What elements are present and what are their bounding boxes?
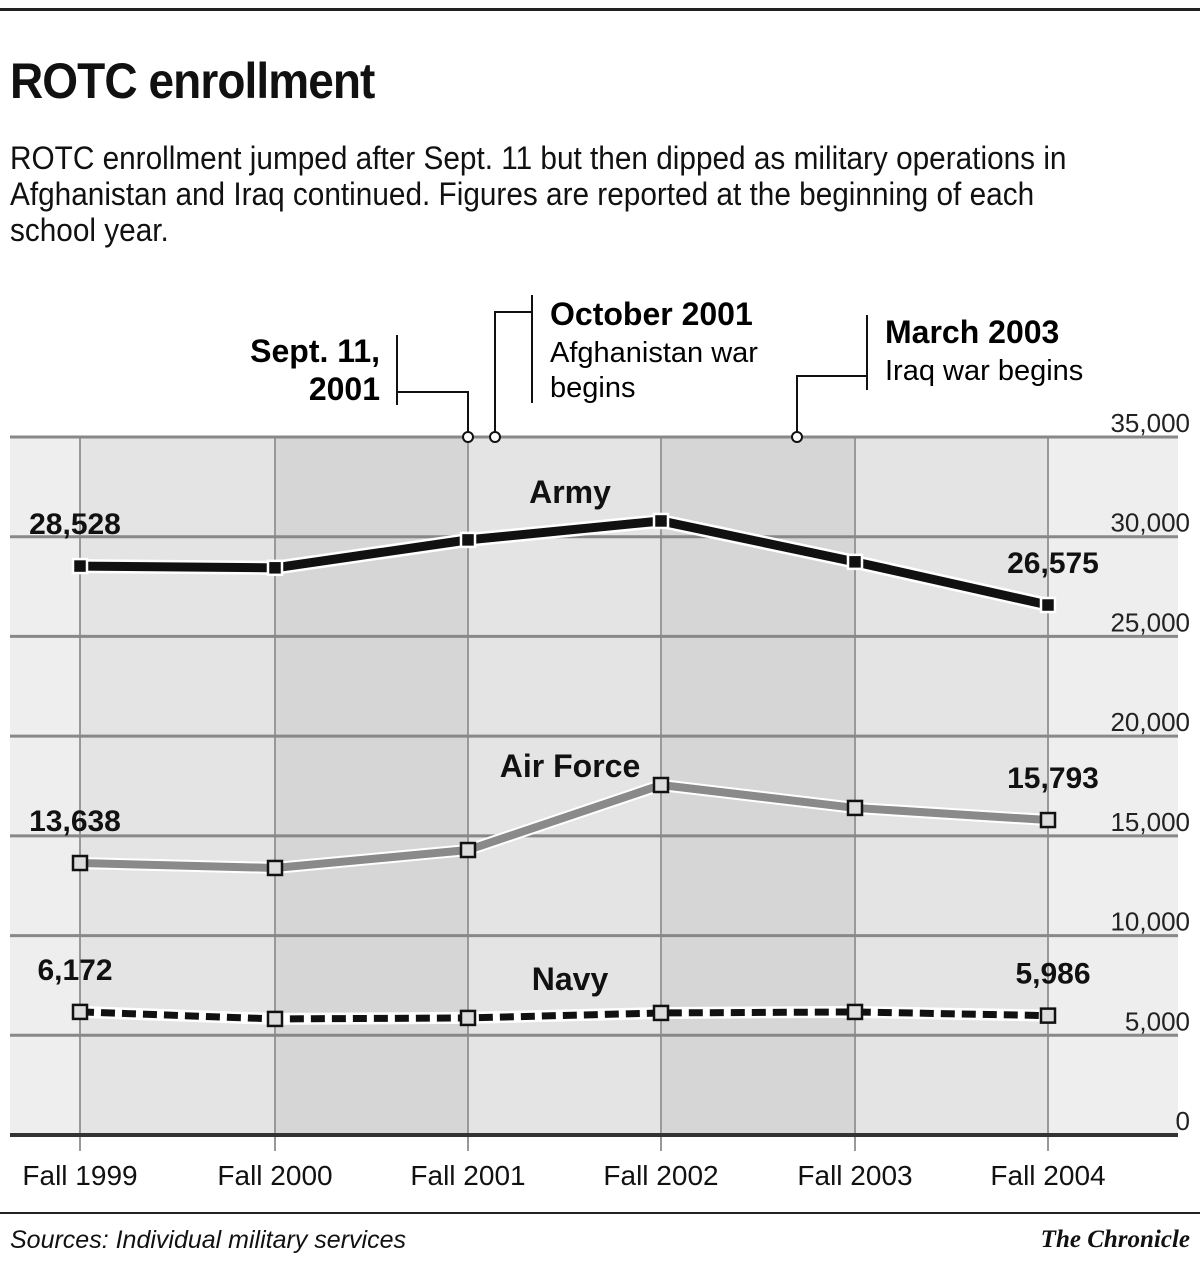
x-tick-label: Fall 2003 [797,1160,912,1191]
annotation-title: Sept. 11, [250,333,380,369]
data-point [652,1004,670,1022]
top-rule [0,8,1200,11]
data-label: 26,575 [1007,547,1099,580]
data-point [652,776,670,794]
x-tick-label: Fall 2002 [603,1160,718,1191]
data-point [1039,596,1057,614]
annotation-title: March 2003 [885,314,1059,350]
data-label: 6,172 [37,954,112,987]
annotation-body: begins [550,372,635,404]
data-point [71,1003,89,1021]
data-point [266,1010,284,1028]
annotation-leader [796,375,867,437]
data-label: 13,638 [29,805,121,838]
data-point [1039,811,1057,829]
background-band [80,437,275,1135]
data-label: 15,793 [1007,762,1099,795]
series-line-army [79,516,1049,610]
data-point [71,854,89,872]
data-label: 5,986 [1015,958,1090,991]
data-point [846,553,864,571]
x-tick-label: Fall 1999 [22,1160,137,1191]
data-point [459,1009,477,1027]
data-point [1039,1007,1057,1024]
data-point [846,799,864,817]
annotation-title: 2001 [309,371,380,407]
data-label: 28,528 [29,508,121,541]
y-tick-label: 30,000 [1110,508,1190,538]
y-tick-label: 25,000 [1110,607,1190,637]
y-tick-label: 35,000 [1110,408,1190,438]
chart-subtitle: ROTC enrollment jumped after Sept. 11 bu… [10,140,1067,248]
data-point [266,859,284,877]
y-tick-label: 0 [1176,1106,1190,1136]
annotation-title: October 2001 [550,296,753,332]
annotation-body: Afghanistan war [550,337,758,369]
source-note: Sources: Individual military services [10,1226,406,1254]
x-tick-label: Fall 2000 [217,1160,332,1191]
data-point [71,557,89,575]
data-point [266,559,284,577]
data-point [652,512,670,530]
chart-title: ROTC enrollment [10,53,375,109]
series-line-navy [79,1008,1049,1023]
annotation-marker [462,431,474,443]
y-tick-label: 5,000 [1125,1006,1190,1036]
series-name-label: Army [529,474,611,510]
series-line-air-force [79,780,1049,872]
y-tick-label: 15,000 [1110,807,1190,837]
annotation-leader [494,311,532,437]
background-band [10,437,80,1135]
annotation-marker [489,431,501,443]
annotation-leader [397,391,469,437]
series-name-label: Navy [532,961,609,997]
data-point [459,841,477,859]
annotation-body: Iraq war begins [885,355,1083,387]
y-tick-label: 10,000 [1110,907,1190,937]
x-tick-label: Fall 2001 [410,1160,525,1191]
credit: The Chronicle [1040,1226,1190,1253]
bottom-rule [0,1212,1200,1214]
x-tick-label: Fall 2004 [990,1160,1105,1191]
data-point [846,1003,864,1021]
series-name-label: Air Force [500,748,640,784]
annotation-marker [791,431,803,443]
data-point [459,531,477,549]
background-band [1048,437,1178,1135]
y-tick-label: 20,000 [1110,707,1190,737]
